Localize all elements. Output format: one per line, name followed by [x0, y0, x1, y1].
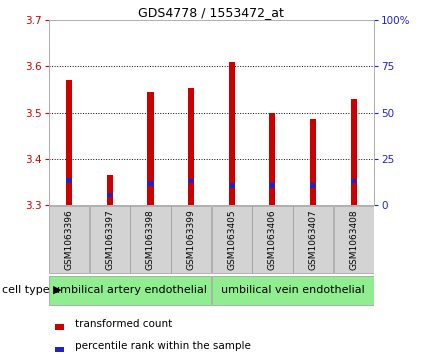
FancyBboxPatch shape — [212, 276, 374, 305]
Text: GSM1063407: GSM1063407 — [309, 209, 317, 270]
FancyBboxPatch shape — [334, 207, 374, 273]
FancyBboxPatch shape — [171, 207, 211, 273]
Text: GSM1063397: GSM1063397 — [105, 209, 114, 270]
Bar — [188, 89, 194, 205]
Bar — [66, 80, 72, 205]
Bar — [107, 175, 113, 205]
Bar — [269, 113, 275, 205]
Text: GSM1063398: GSM1063398 — [146, 209, 155, 270]
Text: percentile rank within the sample: percentile rank within the sample — [75, 341, 251, 351]
FancyBboxPatch shape — [293, 207, 333, 273]
FancyBboxPatch shape — [212, 207, 252, 273]
FancyBboxPatch shape — [252, 207, 292, 273]
Text: umbilical vein endothelial: umbilical vein endothelial — [221, 285, 365, 295]
Text: GSM1063396: GSM1063396 — [65, 209, 74, 270]
Bar — [310, 119, 316, 205]
Bar — [55, 347, 65, 352]
Text: transformed count: transformed count — [75, 319, 172, 329]
Bar — [269, 183, 275, 188]
Text: GSM1063408: GSM1063408 — [349, 209, 358, 270]
Bar — [229, 183, 235, 188]
Bar — [229, 62, 235, 205]
Bar — [351, 179, 357, 183]
Bar — [310, 183, 316, 188]
FancyBboxPatch shape — [49, 207, 89, 273]
Text: GSM1063405: GSM1063405 — [227, 209, 236, 270]
Bar — [107, 193, 113, 197]
Text: GSM1063406: GSM1063406 — [268, 209, 277, 270]
FancyBboxPatch shape — [49, 276, 211, 305]
Bar — [147, 92, 153, 205]
Text: cell type ▶: cell type ▶ — [2, 285, 62, 295]
Title: GDS4778 / 1553472_at: GDS4778 / 1553472_at — [139, 6, 284, 19]
Bar — [188, 179, 194, 183]
Text: GSM1063399: GSM1063399 — [187, 209, 196, 270]
Bar — [351, 99, 357, 205]
FancyBboxPatch shape — [90, 207, 130, 273]
FancyBboxPatch shape — [130, 207, 170, 273]
Bar — [147, 181, 153, 185]
Bar — [55, 325, 65, 330]
Text: umbilical artery endothelial: umbilical artery endothelial — [53, 285, 207, 295]
Bar — [66, 178, 72, 183]
